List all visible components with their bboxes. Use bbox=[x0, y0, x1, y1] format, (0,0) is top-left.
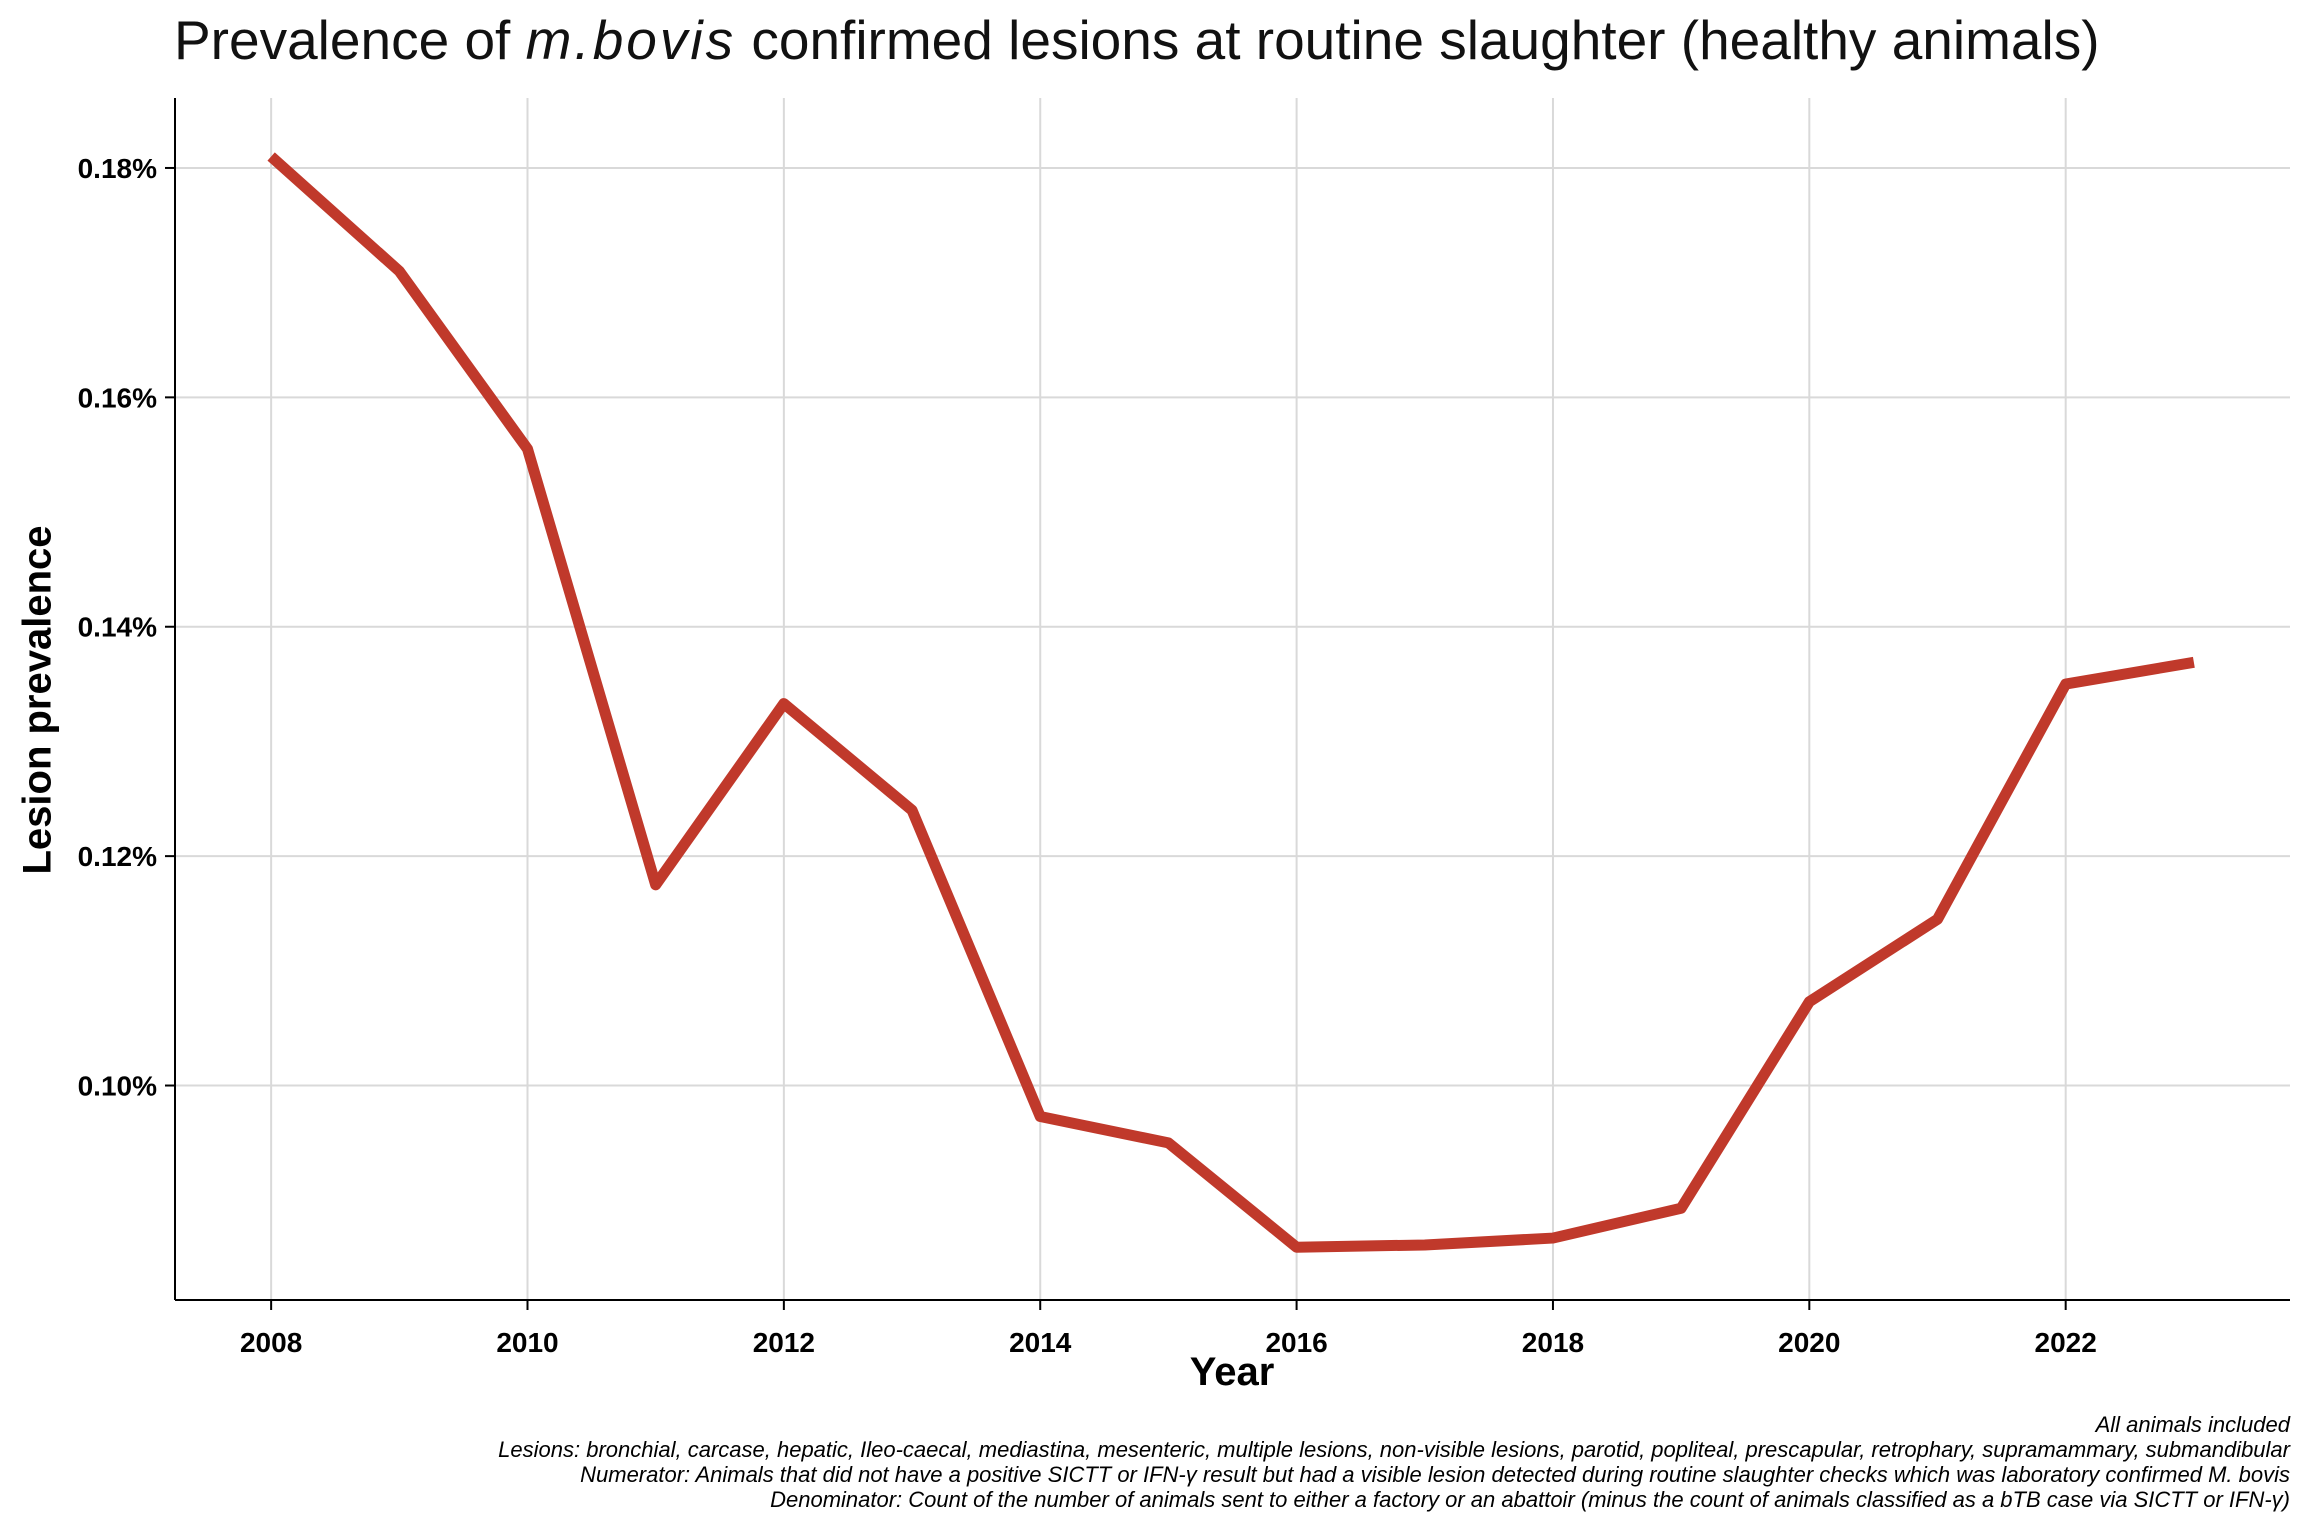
y-tick-label: 0.10% bbox=[78, 1071, 157, 1102]
x-tick-label: 2016 bbox=[1265, 1327, 1327, 1358]
x-axis-label: Year bbox=[1189, 1350, 1275, 1394]
caption-line: Denominator: Count of the number of anim… bbox=[770, 1487, 2290, 1512]
series-line bbox=[267, 152, 2195, 1253]
chart-title: Prevalence of m.bovis confirmed lesions … bbox=[174, 8, 2100, 72]
series-layer bbox=[267, 152, 2195, 1253]
axes bbox=[165, 98, 2290, 1310]
x-tick-label: 2022 bbox=[2035, 1327, 2097, 1358]
caption-line: All animals included bbox=[2095, 1412, 2290, 1437]
y-tick-label: 0.16% bbox=[78, 382, 157, 413]
y-axis-label: Lesion prevalence bbox=[15, 525, 60, 875]
x-tick-label: 2010 bbox=[496, 1327, 558, 1358]
tick-labels: 2008 2010 2012 2014 2016 2018 2020 2022 0.10% 0.1… bbox=[78, 153, 2097, 1358]
chart-title-emphasis: m.bovis bbox=[525, 9, 737, 71]
x-tick-label: 2012 bbox=[753, 1327, 815, 1358]
x-tick-label: 2018 bbox=[1522, 1327, 1584, 1358]
caption-line: Numerator: Animals that did not have a p… bbox=[580, 1462, 2290, 1487]
caption-line: Lesions: bronchial, carcase, hepatic, Il… bbox=[498, 1437, 2290, 1462]
caption: All animals included Lesions: bronchial,… bbox=[498, 1412, 2290, 1512]
y-tick-label: 0.12% bbox=[78, 841, 157, 872]
x-tick-label: 2014 bbox=[1009, 1327, 1072, 1358]
x-tick-label: 2020 bbox=[1778, 1327, 1840, 1358]
gridlines bbox=[175, 98, 2290, 1300]
chart-title-suffix: confirmed lesions at routine slaughter (… bbox=[736, 9, 2100, 71]
y-tick-label: 0.14% bbox=[78, 612, 157, 643]
y-tick-label: 0.18% bbox=[78, 153, 157, 184]
chart-title-prefix: Prevalence of bbox=[174, 9, 526, 71]
x-tick-label: 2008 bbox=[240, 1327, 302, 1358]
